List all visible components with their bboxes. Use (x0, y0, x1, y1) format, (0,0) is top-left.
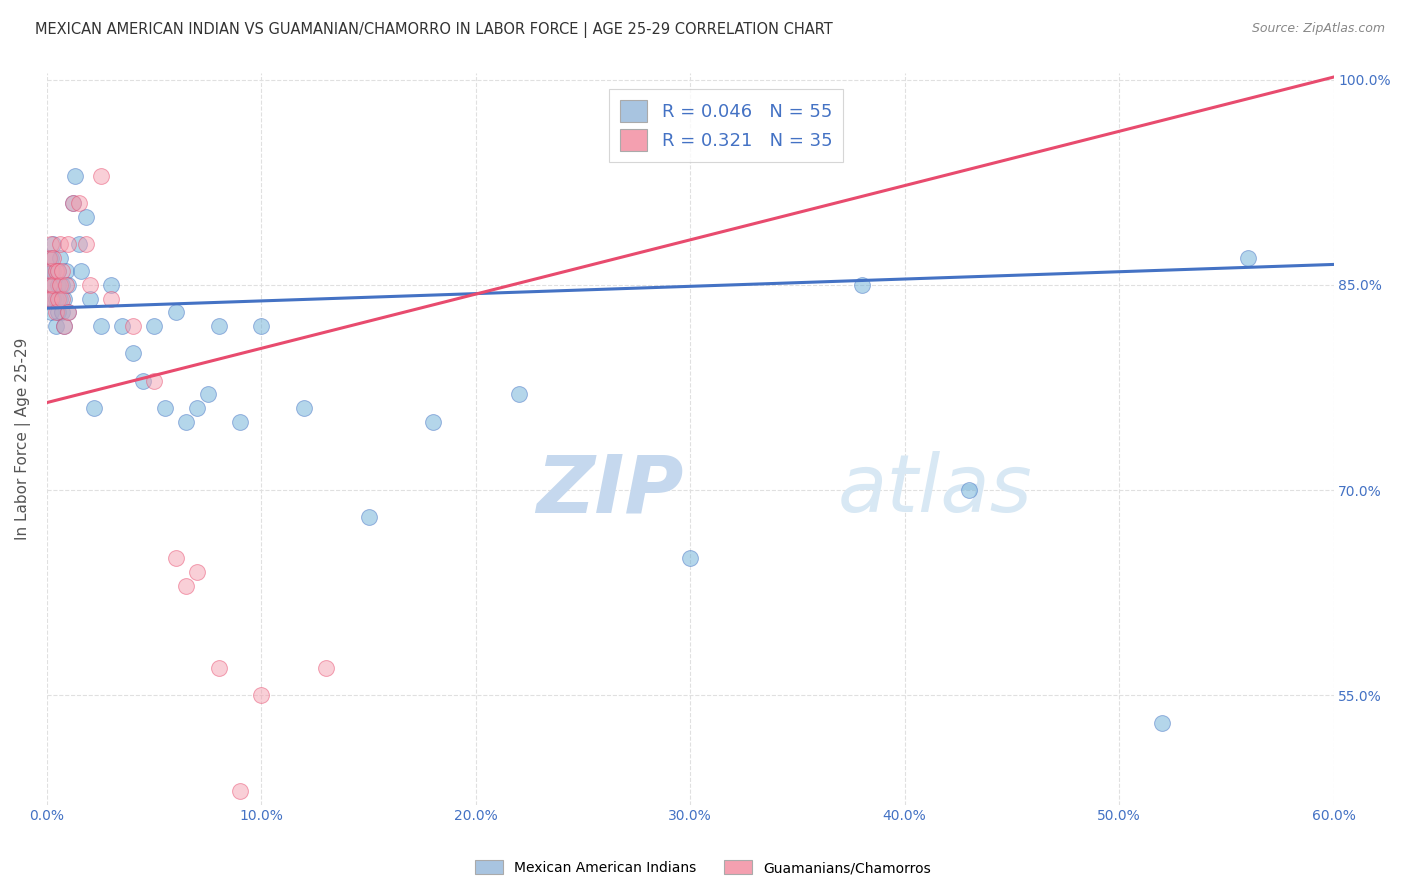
Point (176, 415, 198, 429)
Point (58, 236, 80, 251)
Point (58, 305, 80, 319)
Point (38, 251, 60, 265)
Point (83, 401, 105, 415)
Point (45, 292, 67, 306)
Point (39, 264, 62, 278)
Point (165, 305, 187, 319)
Point (42, 277, 65, 292)
Point (62, 195, 84, 210)
Point (46, 264, 69, 278)
Point (143, 318, 166, 333)
Point (121, 346, 143, 360)
Point (45, 305, 67, 319)
Point (153, 401, 176, 415)
Point (315, 661, 337, 675)
Point (508, 387, 530, 401)
Point (39, 251, 62, 265)
Point (39, 277, 62, 292)
Y-axis label: In Labor Force | Age 25-29: In Labor Force | Age 25-29 (15, 337, 31, 540)
Point (197, 387, 219, 401)
Text: atlas: atlas (838, 451, 1033, 529)
Point (51, 264, 73, 278)
Point (38, 292, 60, 306)
Point (132, 374, 155, 388)
Point (100, 292, 122, 306)
Point (38, 292, 60, 306)
Point (176, 579, 198, 593)
Point (229, 784, 252, 798)
Point (42, 292, 65, 306)
Point (79, 292, 101, 306)
Point (53, 292, 76, 306)
Text: Source: ZipAtlas.com: Source: ZipAtlas.com (1251, 22, 1385, 36)
Point (165, 551, 187, 566)
Legend: Mexican American Indians, Guamanians/Chamorros: Mexican American Indians, Guamanians/Cha… (470, 855, 936, 880)
Point (207, 661, 229, 675)
Point (42, 251, 65, 265)
Point (39, 236, 62, 251)
Point (422, 415, 444, 429)
Point (70, 264, 93, 278)
Point (38, 264, 60, 278)
Point (46, 277, 69, 292)
Point (250, 688, 273, 702)
Point (49, 236, 72, 251)
Point (100, 277, 122, 292)
Point (49, 277, 72, 292)
Point (46, 292, 69, 306)
Point (851, 277, 873, 292)
Point (957, 483, 980, 497)
Point (679, 551, 702, 566)
Point (90, 169, 112, 183)
Legend: R = 0.046   N = 55, R = 0.321   N = 35: R = 0.046 N = 55, R = 0.321 N = 35 (609, 89, 844, 162)
Point (67, 236, 90, 251)
Point (46, 305, 69, 319)
Point (53, 318, 76, 333)
Point (75, 210, 97, 224)
Point (229, 415, 252, 429)
Point (38, 277, 60, 292)
Point (90, 318, 112, 333)
Point (39, 264, 62, 278)
Point (49, 251, 72, 265)
Point (121, 318, 143, 333)
Point (63, 169, 86, 183)
Point (38, 277, 60, 292)
Point (51, 305, 73, 319)
Point (143, 374, 166, 388)
Point (186, 565, 208, 579)
Point (45, 264, 67, 278)
Point (45, 318, 67, 333)
Point (38, 251, 60, 265)
Point (357, 510, 380, 524)
Point (42, 264, 65, 278)
Point (67, 195, 90, 210)
Point (39, 305, 62, 319)
Point (75, 236, 97, 251)
Point (42, 236, 65, 251)
Point (58, 305, 80, 319)
Point (207, 318, 229, 333)
Point (1236, 251, 1258, 265)
Point (55, 264, 77, 278)
Point (55, 277, 77, 292)
Point (250, 318, 273, 333)
Point (292, 401, 315, 415)
Point (39, 292, 62, 306)
Point (79, 277, 101, 292)
Point (51, 277, 73, 292)
Text: ZIP: ZIP (536, 451, 683, 529)
Point (46, 264, 69, 278)
Point (111, 318, 134, 333)
Point (53, 318, 76, 333)
Point (58, 277, 80, 292)
Point (1150, 715, 1173, 730)
Point (62, 195, 84, 210)
Text: MEXICAN AMERICAN INDIAN VS GUAMANIAN/CHAMORRO IN LABOR FORCE | AGE 25-29 CORRELA: MEXICAN AMERICAN INDIAN VS GUAMANIAN/CHA… (35, 22, 832, 38)
Point (51, 292, 73, 306)
Point (49, 292, 72, 306)
Point (186, 401, 208, 415)
